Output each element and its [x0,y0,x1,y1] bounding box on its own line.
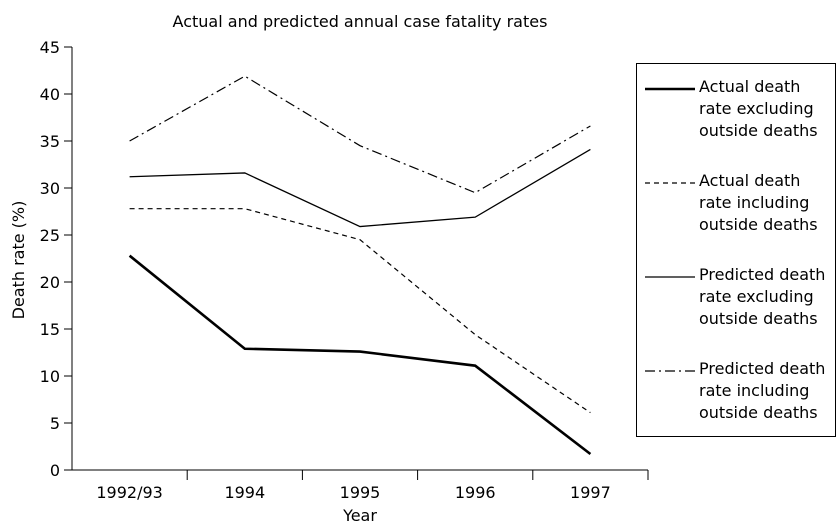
series-line [128,254,592,456]
x-tick-label: 1996 [455,483,496,502]
y-tick-label: 20 [40,273,60,292]
legend-swatch [645,182,695,184]
y-tick-label: 40 [40,85,60,104]
x-tick-label: 1994 [224,483,265,502]
y-tick-label: 25 [40,226,60,245]
legend-label: Predicted death rate excluding outside d… [699,265,826,328]
x-tick-label: 1992/93 [96,483,162,502]
y-tick-label: 5 [50,414,60,433]
y-tick-label: 15 [40,320,60,339]
legend-label: Predicted death rate including outside d… [699,359,826,422]
legend-swatch [645,276,695,278]
legend-label: Actual death rate excluding outside deat… [699,77,818,140]
legend: Actual death rate excluding outside deat… [636,63,836,437]
legend-swatch [645,370,695,372]
series-line [129,75,591,194]
legend-swatch [645,87,695,91]
x-tick-label: 1995 [340,483,381,502]
y-tick-label: 30 [40,179,60,198]
y-tick-label: 10 [40,367,60,386]
series-line [129,208,591,414]
legend-label: Actual death rate including outside deat… [699,171,818,234]
y-axis-label: Death rate (%) [9,201,28,320]
y-tick-label: 35 [40,132,60,151]
x-tick-label: 1997 [570,483,611,502]
chart-title: Actual and predicted annual case fatalit… [173,12,548,31]
y-tick-label: 45 [40,38,60,57]
series-line [129,148,591,228]
y-tick-label: 0 [50,461,60,480]
x-axis-label: Year [342,506,377,525]
